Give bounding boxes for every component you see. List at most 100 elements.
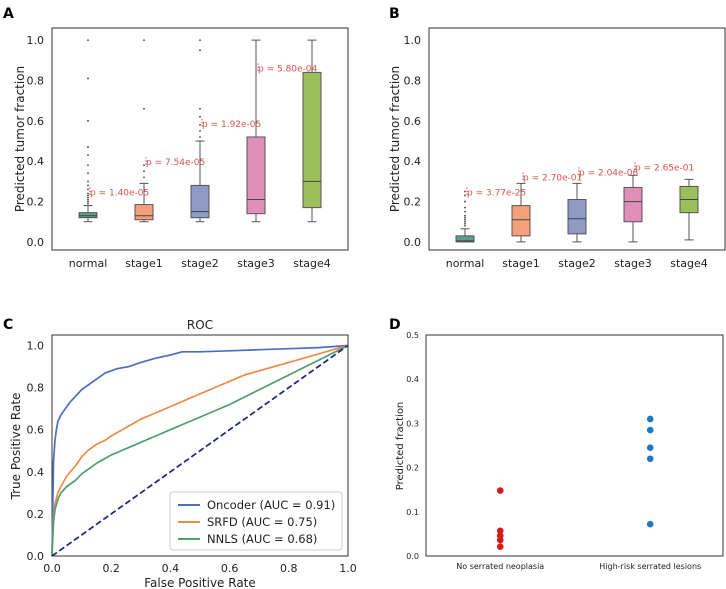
panel-b-ytick: 0.6	[404, 115, 422, 128]
outlier-point	[464, 218, 466, 221]
outlier-point	[87, 146, 89, 148]
panel-a-ytick: 1.0	[27, 34, 45, 47]
panel-d-ytick: 0.3	[406, 419, 419, 428]
panel-d-ytick: 0.4	[406, 375, 419, 384]
outlier-point	[464, 194, 466, 197]
roc-curve-nnls	[51, 344, 349, 557]
box	[455, 235, 475, 243]
panel-b-pvalue: p = 2.70e-01	[523, 173, 582, 183]
panel-a-letter: A	[3, 6, 14, 22]
panel-d-ytick: 0.2	[406, 464, 419, 473]
box	[302, 71, 322, 209]
outlier-point	[199, 115, 201, 118]
outlier-point	[464, 216, 466, 219]
panel-c-frame	[51, 334, 349, 557]
outlier-point	[464, 222, 466, 225]
panel-b-pvalue: p = 2.04e-06	[579, 168, 639, 178]
panel-c-xtick: 0.8	[280, 562, 298, 575]
panel-a-xticks: normal stage1 stage2 stage3 stage4	[69, 257, 331, 270]
panel-a-xtick: normal	[69, 257, 108, 270]
box	[511, 205, 531, 237]
panel-c-roc: C ROC 0.0 0.2 0.4 0.6 0.8 1.0 0.0 0.2 0.…	[3, 317, 357, 589]
panel-a-xtick: stage2	[181, 257, 219, 270]
outlier-point	[87, 164, 89, 167]
data-point	[646, 426, 654, 434]
panel-b-ytick: 0.8	[404, 74, 422, 87]
outlier-point	[87, 119, 89, 122]
data-point	[646, 444, 654, 452]
outlier-point	[199, 107, 201, 110]
panel-c-xtick: 0.2	[102, 562, 120, 575]
legend-box	[169, 491, 343, 551]
panel-b-pvalue: p = 3.77e-25	[467, 188, 526, 198]
panel-a-pvalues: p = 1.40e-05 p = 7.54e-05 p = 1.92e-05 p…	[90, 64, 318, 198]
outlier-point	[199, 39, 201, 42]
panel-c-legend: Oncoder (AUC = 0.91) SRFD (AUC = 0.75) N…	[169, 491, 343, 551]
panel-b-boxes	[455, 174, 699, 243]
box	[190, 184, 210, 219]
panel-c-ytick: 0.6	[27, 424, 45, 437]
outlier-point	[464, 200, 466, 203]
panel-a-boxplot: A 0.0 0.2 0.4 0.6 0.8 1.0 normal stage1 …	[3, 6, 349, 270]
legend-label-srfd: SRFD (AUC = 0.75)	[207, 515, 317, 529]
outlier-point	[464, 206, 466, 209]
panel-b-xtick: normal	[446, 257, 485, 270]
outlier-point	[87, 198, 89, 201]
panel-b-xtick: stage4	[670, 257, 708, 270]
panel-a-xtick: stage1	[125, 257, 163, 270]
outlier-point	[87, 39, 89, 42]
panel-c-xtick: 0.0	[43, 562, 61, 575]
panel-a-ytick: 0.8	[27, 74, 45, 87]
panel-b-pvalues: p = 3.77e-25 p = 2.70e-01 p = 2.04e-06 p…	[467, 163, 694, 198]
outlier-point	[87, 202, 89, 205]
panel-b-letter: B	[389, 6, 400, 22]
data-point	[646, 455, 654, 463]
data-point	[646, 415, 654, 423]
panel-a-ylabel: Predicted tumor fraction	[13, 66, 27, 212]
data-point	[496, 527, 504, 535]
outlier-point	[464, 210, 466, 213]
panel-c-ytick: 0.0	[27, 550, 45, 563]
panel-c-xtick: 1.0	[339, 562, 357, 575]
panel-b-yticks: 0.0 0.2 0.4 0.6 0.8 1.0	[404, 34, 422, 249]
panel-b-ytick: 0.0	[404, 236, 422, 249]
panel-d-ytick: 0.1	[406, 508, 419, 517]
outlier-point	[143, 39, 145, 42]
outlier-point	[143, 176, 145, 179]
panel-d-ytick: 0.5	[406, 331, 419, 340]
panel-b-ylabel: Predicted tumor fraction	[388, 66, 402, 212]
box	[78, 212, 98, 219]
box	[134, 204, 154, 221]
panel-b-ytick: 0.2	[404, 196, 422, 209]
panel-b-xtick: stage1	[502, 257, 540, 270]
panel-c-title: ROC	[187, 318, 213, 332]
panel-d-scatter: D 0.0 0.1 0.2 0.3 0.4 0.5 No serrated ne…	[389, 317, 724, 571]
panel-b-frame	[428, 27, 726, 251]
panel-d-yticks: 0.0 0.1 0.2 0.3 0.4 0.5	[406, 331, 419, 561]
panel-c-xticks: 0.0 0.2 0.4 0.6 0.8 1.0	[43, 562, 357, 575]
roc-curve-oncoder	[51, 344, 349, 557]
outlier-point	[87, 196, 89, 199]
roc-curve-srfd	[51, 344, 349, 557]
panel-a-ytick: 0.6	[27, 115, 45, 128]
outlier-point	[87, 154, 89, 157]
outlier-point	[143, 164, 145, 167]
panel-b-boxplot: B 0.0 0.2 0.4 0.6 0.8 1.0 normal stage1 …	[388, 6, 726, 270]
panel-a-boxes	[78, 39, 322, 223]
panel-b-pvalue: p = 2.65e-01	[635, 163, 694, 173]
panel-a-pvalue: p = 5.80e-04	[258, 64, 318, 74]
panel-a-pvalue: p = 1.40e-05	[90, 188, 149, 198]
outlier-point	[199, 123, 201, 126]
panel-a-frame	[51, 27, 349, 251]
panel-a-ytick: 0.2	[27, 196, 45, 209]
panel-a-ytick: 0.0	[27, 236, 45, 249]
panel-d-ylabel: Predicted fraction	[395, 402, 406, 491]
outlier-point	[199, 130, 201, 132]
panel-d-frame	[425, 334, 724, 557]
panel-a-ytick: 0.4	[27, 155, 45, 168]
outlier-point	[87, 77, 89, 80]
box	[246, 136, 266, 215]
outlier-point	[143, 107, 145, 110]
outlier-point	[199, 136, 201, 138]
data-point	[496, 543, 504, 551]
